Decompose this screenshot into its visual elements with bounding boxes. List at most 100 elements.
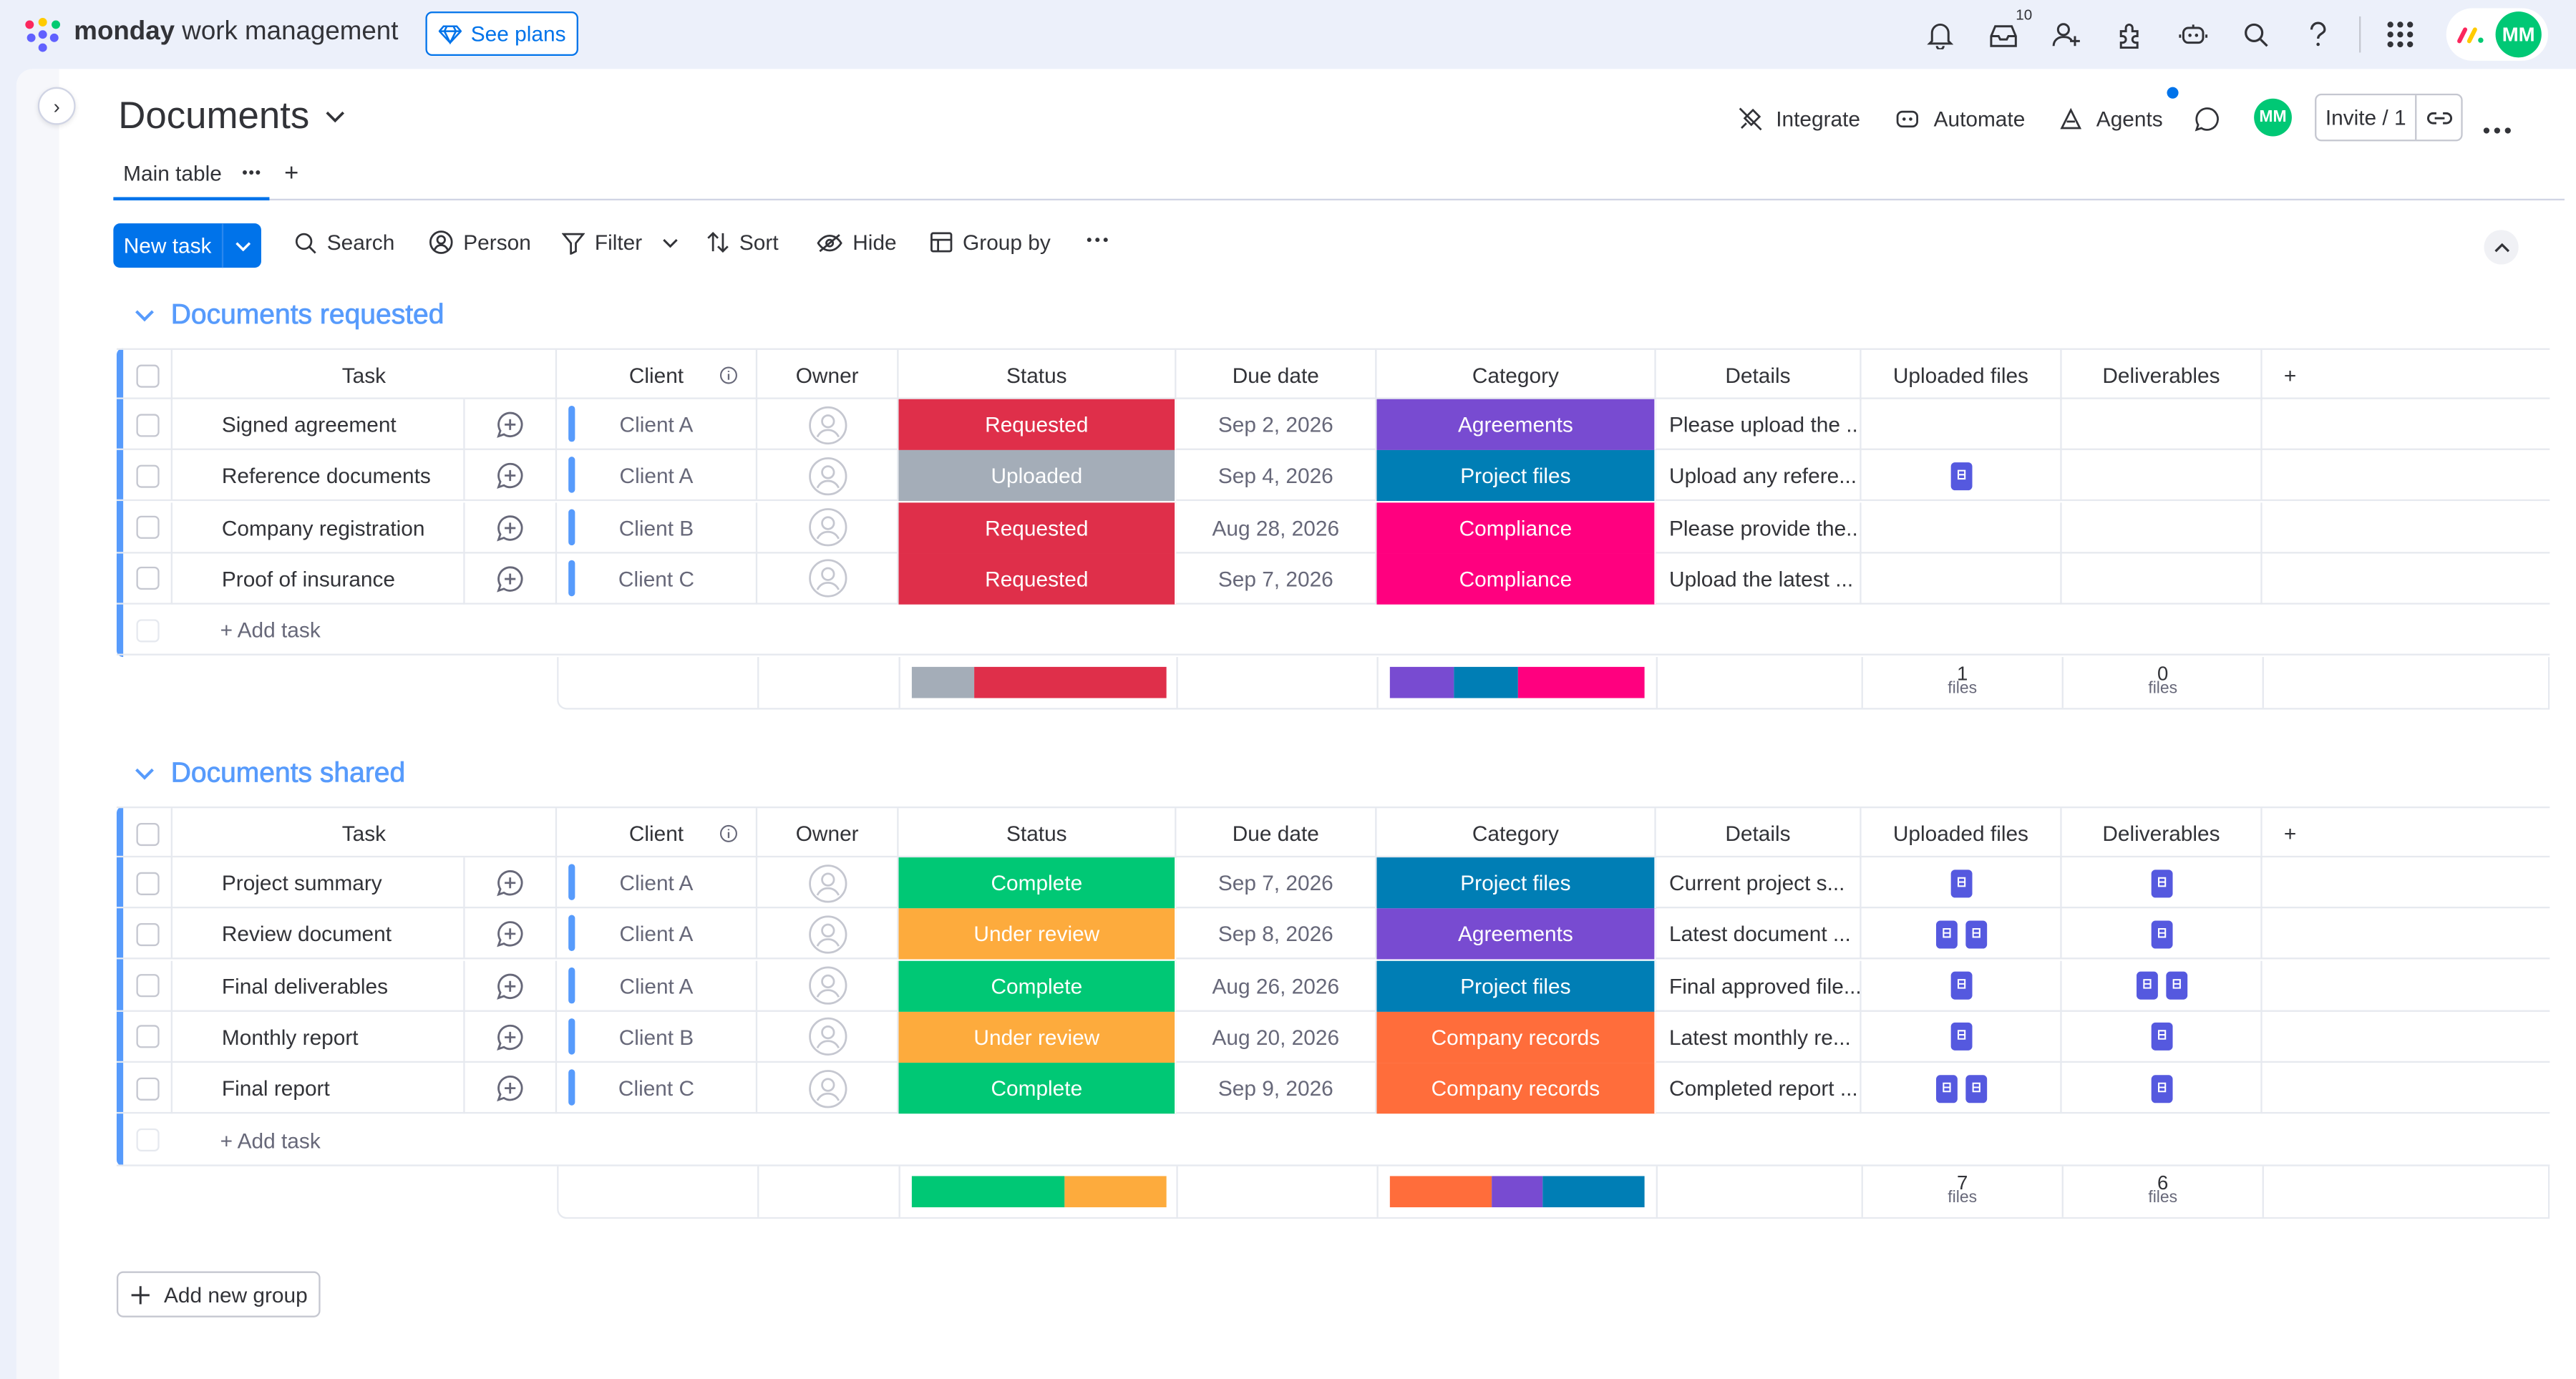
status-label[interactable]: Requested [898,399,1177,450]
file-icon[interactable] [2149,920,2172,949]
client-cell[interactable]: Client A [557,857,758,909]
new-task-dropdown-icon[interactable] [223,223,261,268]
file-icon[interactable] [1949,971,1972,1000]
task-updates[interactable] [465,1063,558,1114]
deliverables-files[interactable] [2062,857,2262,909]
task-updates[interactable] [465,1011,558,1063]
category-label[interactable]: Agreements [1376,908,1656,960]
add-update-icon[interactable] [496,565,524,593]
user-avatar[interactable]: MM [2495,11,2542,58]
add-update-icon[interactable] [496,411,524,439]
group-collapse-chevron-icon[interactable] [135,767,155,780]
select-all-checkbox[interactable] [135,364,159,387]
column-header-client[interactable]: Client [557,349,758,401]
empty-owner-avatar-icon[interactable] [807,1069,847,1108]
add-column-button[interactable]: + [2283,821,2297,847]
details-text[interactable]: Upload any refere... [1656,450,1862,502]
due-date[interactable]: Aug 20, 2026 [1176,1011,1377,1063]
owner-cell[interactable] [757,908,899,960]
details-text[interactable]: Upload the latest ... [1656,553,1862,605]
details-text[interactable]: Final approved file... [1656,960,1862,1011]
uploaded-files[interactable] [1862,399,2062,450]
category-label[interactable]: Agreements [1376,399,1656,450]
deliverables-files[interactable] [2062,502,2262,553]
task-updates[interactable] [465,960,558,1011]
new-task-button[interactable]: New task [113,223,261,268]
add-new-group-button[interactable]: Add new group [116,1271,321,1317]
deliverables-files[interactable] [2062,553,2262,605]
column-header-category[interactable]: Category [1376,349,1656,401]
tab-options-icon[interactable] [241,169,261,175]
task-updates[interactable] [465,450,558,502]
status-label[interactable]: Under review [898,908,1177,960]
empty-owner-avatar-icon[interactable] [807,966,847,1005]
row-checkbox[interactable] [135,1025,159,1049]
task-updates[interactable] [465,857,558,909]
search-button[interactable]: Search [294,230,394,255]
status-label[interactable]: Complete [898,857,1177,909]
hide-columns-button[interactable]: Hide [817,230,897,255]
add-update-icon[interactable] [496,1023,524,1051]
info-icon[interactable] [719,824,737,842]
inbox-icon[interactable]: 10 [1986,6,2032,51]
client-cell[interactable]: Client A [557,908,758,960]
due-date[interactable]: Sep 2, 2026 [1176,399,1377,450]
row-checkbox[interactable] [135,464,159,488]
due-date[interactable]: Sep 7, 2026 [1176,857,1377,909]
column-header-status[interactable]: Status [899,808,1177,859]
column-header-task[interactable]: Task [172,808,558,859]
row-checkbox[interactable] [135,871,159,895]
add-update-icon[interactable] [496,513,524,541]
file-icon[interactable] [1949,868,1972,897]
row-select[interactable] [123,450,173,502]
details-text[interactable]: Current project s... [1656,857,1862,909]
board-title[interactable]: Documents [118,94,346,138]
row-select[interactable] [123,1011,173,1063]
column-header-task[interactable]: Task [172,349,558,401]
file-icon[interactable] [1935,1073,1958,1103]
empty-owner-avatar-icon[interactable] [807,507,847,547]
column-header-owner[interactable]: Owner [757,808,899,859]
category-distribution-bar[interactable] [1389,666,1645,698]
table-row[interactable]: Monthly report Client B Under review Aug 20… [116,1011,2550,1063]
column-header-due-date[interactable]: Due date [1176,808,1377,859]
row-select[interactable] [123,1063,173,1114]
column-header-deliverables[interactable]: Deliverables [2062,349,2262,401]
bell-icon[interactable] [1924,18,1957,51]
due-date[interactable]: Sep 7, 2026 [1176,553,1377,605]
owner-cell[interactable] [757,502,899,553]
group-collapse-chevron-icon[interactable] [135,309,155,322]
file-icon[interactable] [1964,920,1987,949]
column-header-details[interactable]: Details [1656,808,1862,859]
status-label[interactable]: Under review [898,1011,1177,1063]
table-row[interactable]: Project summary Client A Complete Sep 7, 20… [116,857,2550,909]
details-text[interactable]: Please provide the... [1656,502,1862,553]
category-label[interactable]: Company records [1376,1063,1656,1114]
add-update-icon[interactable] [496,462,524,490]
app-switcher-grid-icon[interactable] [2383,18,2416,51]
status-label[interactable]: Requested [898,553,1177,605]
integrate-button[interactable]: Integrate [1738,100,1860,136]
task-name[interactable]: Signed agreement [172,399,465,450]
status-label[interactable]: Requested [898,502,1177,553]
add-column-button[interactable]: + [2283,363,2297,388]
table-row[interactable]: Proof of insurance Client C Requested Sep 7… [116,553,2550,605]
client-cell[interactable]: Client C [557,1063,758,1114]
updates-chat-icon[interactable] [2193,100,2221,136]
collapse-header-button[interactable] [2484,230,2519,265]
row-checkbox[interactable] [135,1076,159,1101]
details-text[interactable]: Please upload the ... [1656,399,1862,450]
column-header-category[interactable]: Category [1376,808,1656,859]
task-updates[interactable] [465,502,558,553]
file-icon[interactable] [1949,462,1972,491]
category-label[interactable]: Project files [1376,960,1656,1011]
file-icon[interactable] [1964,1073,1987,1103]
column-header-due-date[interactable]: Due date [1176,349,1377,401]
status-distribution-bar[interactable] [910,1175,1166,1207]
deliverables-files[interactable] [2062,1063,2262,1114]
client-cell[interactable]: Client A [557,450,758,502]
row-select[interactable] [123,908,173,960]
due-date[interactable]: Sep 4, 2026 [1176,450,1377,502]
row-checkbox[interactable] [135,413,159,437]
expand-sidebar-button[interactable]: › [37,87,76,125]
